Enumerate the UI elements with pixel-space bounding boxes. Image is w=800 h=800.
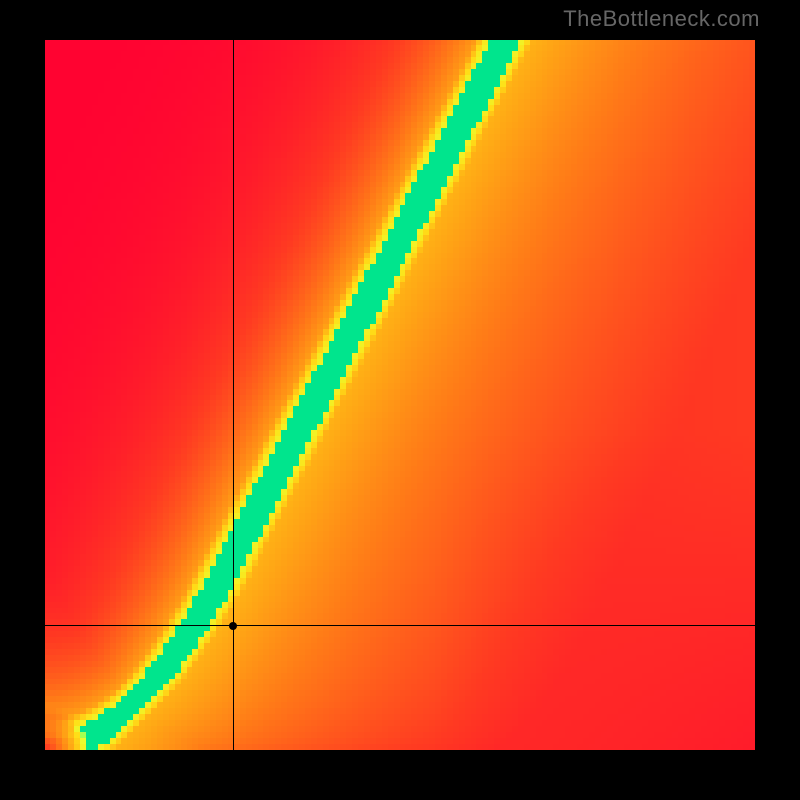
heatmap-canvas: [45, 40, 755, 750]
crosshair-marker: [229, 622, 237, 630]
crosshair-horizontal: [45, 625, 755, 626]
attribution-text: TheBottleneck.com: [563, 6, 760, 32]
crosshair-vertical: [233, 40, 234, 750]
root: TheBottleneck.com: [0, 0, 800, 800]
heatmap-plot: [45, 40, 755, 750]
